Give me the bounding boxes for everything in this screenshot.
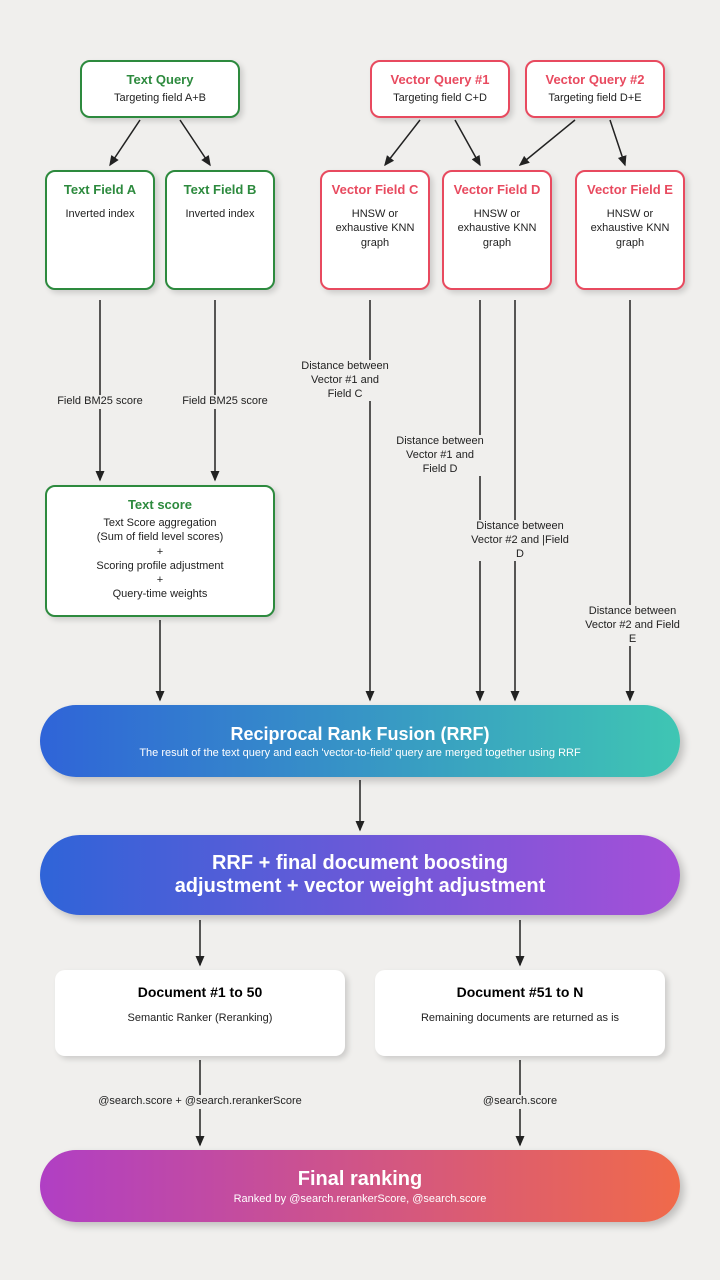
vector-field-c-box: Vector Field C HNSW or exhaustive KNN gr…: [320, 170, 430, 290]
doc-51-n-box: Document #51 to N Remaining documents ar…: [375, 970, 665, 1056]
search-score-label: @search.score: [460, 1095, 580, 1109]
doc1-sub: Semantic Ranker (Reranking): [65, 1012, 335, 1024]
vq1-sub: Targeting field C+D: [393, 91, 487, 105]
vfd-sub: HNSW or exhaustive KNN graph: [452, 207, 542, 250]
vector-field-d-box: Vector Field D HNSW or exhaustive KNN gr…: [442, 170, 552, 290]
doc-1-50-box: Document #1 to 50 Semantic Ranker (Reran…: [55, 970, 345, 1056]
text-score-title: Text score: [128, 497, 192, 512]
dist-2e-label: Distance between Vector #2 and Field E: [585, 605, 680, 646]
vfc-title: Vector Field C: [332, 182, 419, 197]
vector-query-2-box: Vector Query #2 Targeting field D+E: [525, 60, 665, 118]
final-title: Final ranking: [298, 1168, 422, 1191]
rrf-sub: The result of the text query and each 'v…: [139, 747, 580, 759]
dist-1c-label: Distance between Vector #1 and Field C: [300, 360, 390, 401]
tfa-title: Text Field A: [64, 182, 136, 197]
vq2-title: Vector Query #2: [546, 72, 645, 87]
doc2-title: Document #51 to N: [385, 984, 655, 1000]
vfe-title: Vector Field E: [587, 182, 673, 197]
text-score-box: Text score Text Score aggregation (Sum o…: [45, 485, 275, 617]
vq1-title: Vector Query #1: [391, 72, 490, 87]
final-sub: Ranked by @search.rerankerScore, @search…: [234, 1193, 487, 1205]
text-query-box: Text Query Targeting field A+B: [80, 60, 240, 118]
bm25-a-label: Field BM25 score: [50, 395, 150, 409]
boost-l1: RRF + final document boosting: [212, 852, 508, 875]
vfd-title: Vector Field D: [454, 182, 541, 197]
rrf-title: Reciprocal Rank Fusion (RRF): [230, 724, 489, 745]
boost-l2: adjustment + vector weight adjustment: [175, 875, 546, 898]
text-score-l2: (Sum of field level scores): [97, 530, 224, 544]
tfb-title: Text Field B: [184, 182, 257, 197]
doc1-title: Document #1 to 50: [65, 984, 335, 1000]
tfb-sub: Inverted index: [185, 207, 254, 221]
text-score-l6: Query-time weights: [113, 587, 208, 601]
boost-pill: RRF + final document boosting adjustment…: [40, 835, 680, 915]
vector-query-1-box: Vector Query #1 Targeting field C+D: [370, 60, 510, 118]
rerank-score-label: @search.score + @search.rerankerScore: [75, 1095, 325, 1109]
text-query-sub: Targeting field A+B: [114, 91, 206, 105]
dist-2d-label: Distance between Vector #2 and |Field D: [470, 520, 570, 561]
dist-1d-label: Distance between Vector #1 and Field D: [395, 435, 485, 476]
final-ranking-pill: Final ranking Ranked by @search.reranker…: [40, 1150, 680, 1222]
doc2-sub: Remaining documents are returned as is: [385, 1012, 655, 1024]
vector-field-e-box: Vector Field E HNSW or exhaustive KNN gr…: [575, 170, 685, 290]
text-score-l4: Scoring profile adjustment: [96, 559, 223, 573]
bm25-b-label: Field BM25 score: [175, 395, 275, 409]
text-score-l5: +: [157, 573, 163, 587]
rrf-pill: Reciprocal Rank Fusion (RRF) The result …: [40, 705, 680, 777]
text-field-b-box: Text Field B Inverted index: [165, 170, 275, 290]
text-score-l1: Text Score aggregation: [103, 516, 216, 530]
vfc-sub: HNSW or exhaustive KNN graph: [330, 207, 420, 250]
vq2-sub: Targeting field D+E: [548, 91, 641, 105]
vfe-sub: HNSW or exhaustive KNN graph: [585, 207, 675, 250]
text-field-a-box: Text Field A Inverted index: [45, 170, 155, 290]
text-query-title: Text Query: [127, 72, 194, 87]
tfa-sub: Inverted index: [65, 207, 134, 221]
text-score-l3: +: [157, 545, 163, 559]
